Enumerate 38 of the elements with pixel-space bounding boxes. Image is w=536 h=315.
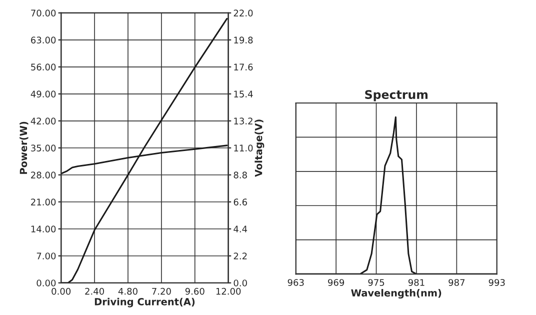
- y-axis-title: Power(W): [20, 122, 28, 174]
- x-tick-label: 9.60: [185, 288, 204, 295]
- x-tick-label: 0.00: [52, 288, 71, 295]
- y2-tick-label: 8.8: [234, 172, 247, 178]
- x-tick-label: 4.80: [118, 288, 138, 295]
- x-tick-label: 987: [448, 279, 465, 286]
- y2-tick-label: 6.6: [234, 198, 247, 206]
- x-tick-label: 963: [288, 279, 304, 286]
- y2-tick-label: 11.0: [234, 144, 253, 152]
- y-tick-label: 21.00: [31, 198, 56, 206]
- y-tick-label: 35.00: [31, 144, 56, 152]
- x-tick-label: 2.40: [85, 288, 104, 295]
- y-tick-label: 49.00: [30, 90, 56, 98]
- y2-tick-label: 22.0: [234, 10, 253, 16]
- x-tick-label: 993: [488, 279, 505, 286]
- y-tick-label: 42.00: [30, 118, 56, 124]
- y2-tick-label: 13.2: [234, 118, 252, 124]
- x-tick-label: 975: [368, 279, 384, 286]
- y2-tick-label: 0.0: [234, 280, 247, 286]
- x-tick-label: 12.00: [216, 288, 241, 295]
- x-tick-label: 7.20: [152, 288, 171, 295]
- y2-axis-title: Voltage(V): [254, 120, 264, 177]
- y-tick-label: 7.00: [36, 252, 56, 260]
- y2-tick-label: 17.6: [234, 64, 253, 70]
- y2-tick-label: 15.4: [234, 90, 253, 98]
- y-tick-label: 70.00: [31, 10, 56, 16]
- x-axis-title: Driving Current(A): [94, 298, 195, 308]
- x-tick-label: 981: [408, 279, 424, 286]
- y-tick-label: 63.00: [31, 36, 56, 44]
- y2-tick-label: 2.2: [234, 252, 247, 260]
- chart-title: Spectrum: [365, 90, 428, 102]
- y-tick-label: 28.00: [31, 172, 56, 178]
- y-tick-label: 14.00: [31, 226, 56, 232]
- y-tick-label: 56.00: [31, 64, 56, 70]
- y2-tick-label: 19.8: [234, 36, 253, 44]
- y2-tick-label: 4.4: [234, 226, 248, 232]
- x-tick-label: 969: [328, 279, 344, 286]
- x-axis-title: Wavelength(nm): [351, 289, 442, 299]
